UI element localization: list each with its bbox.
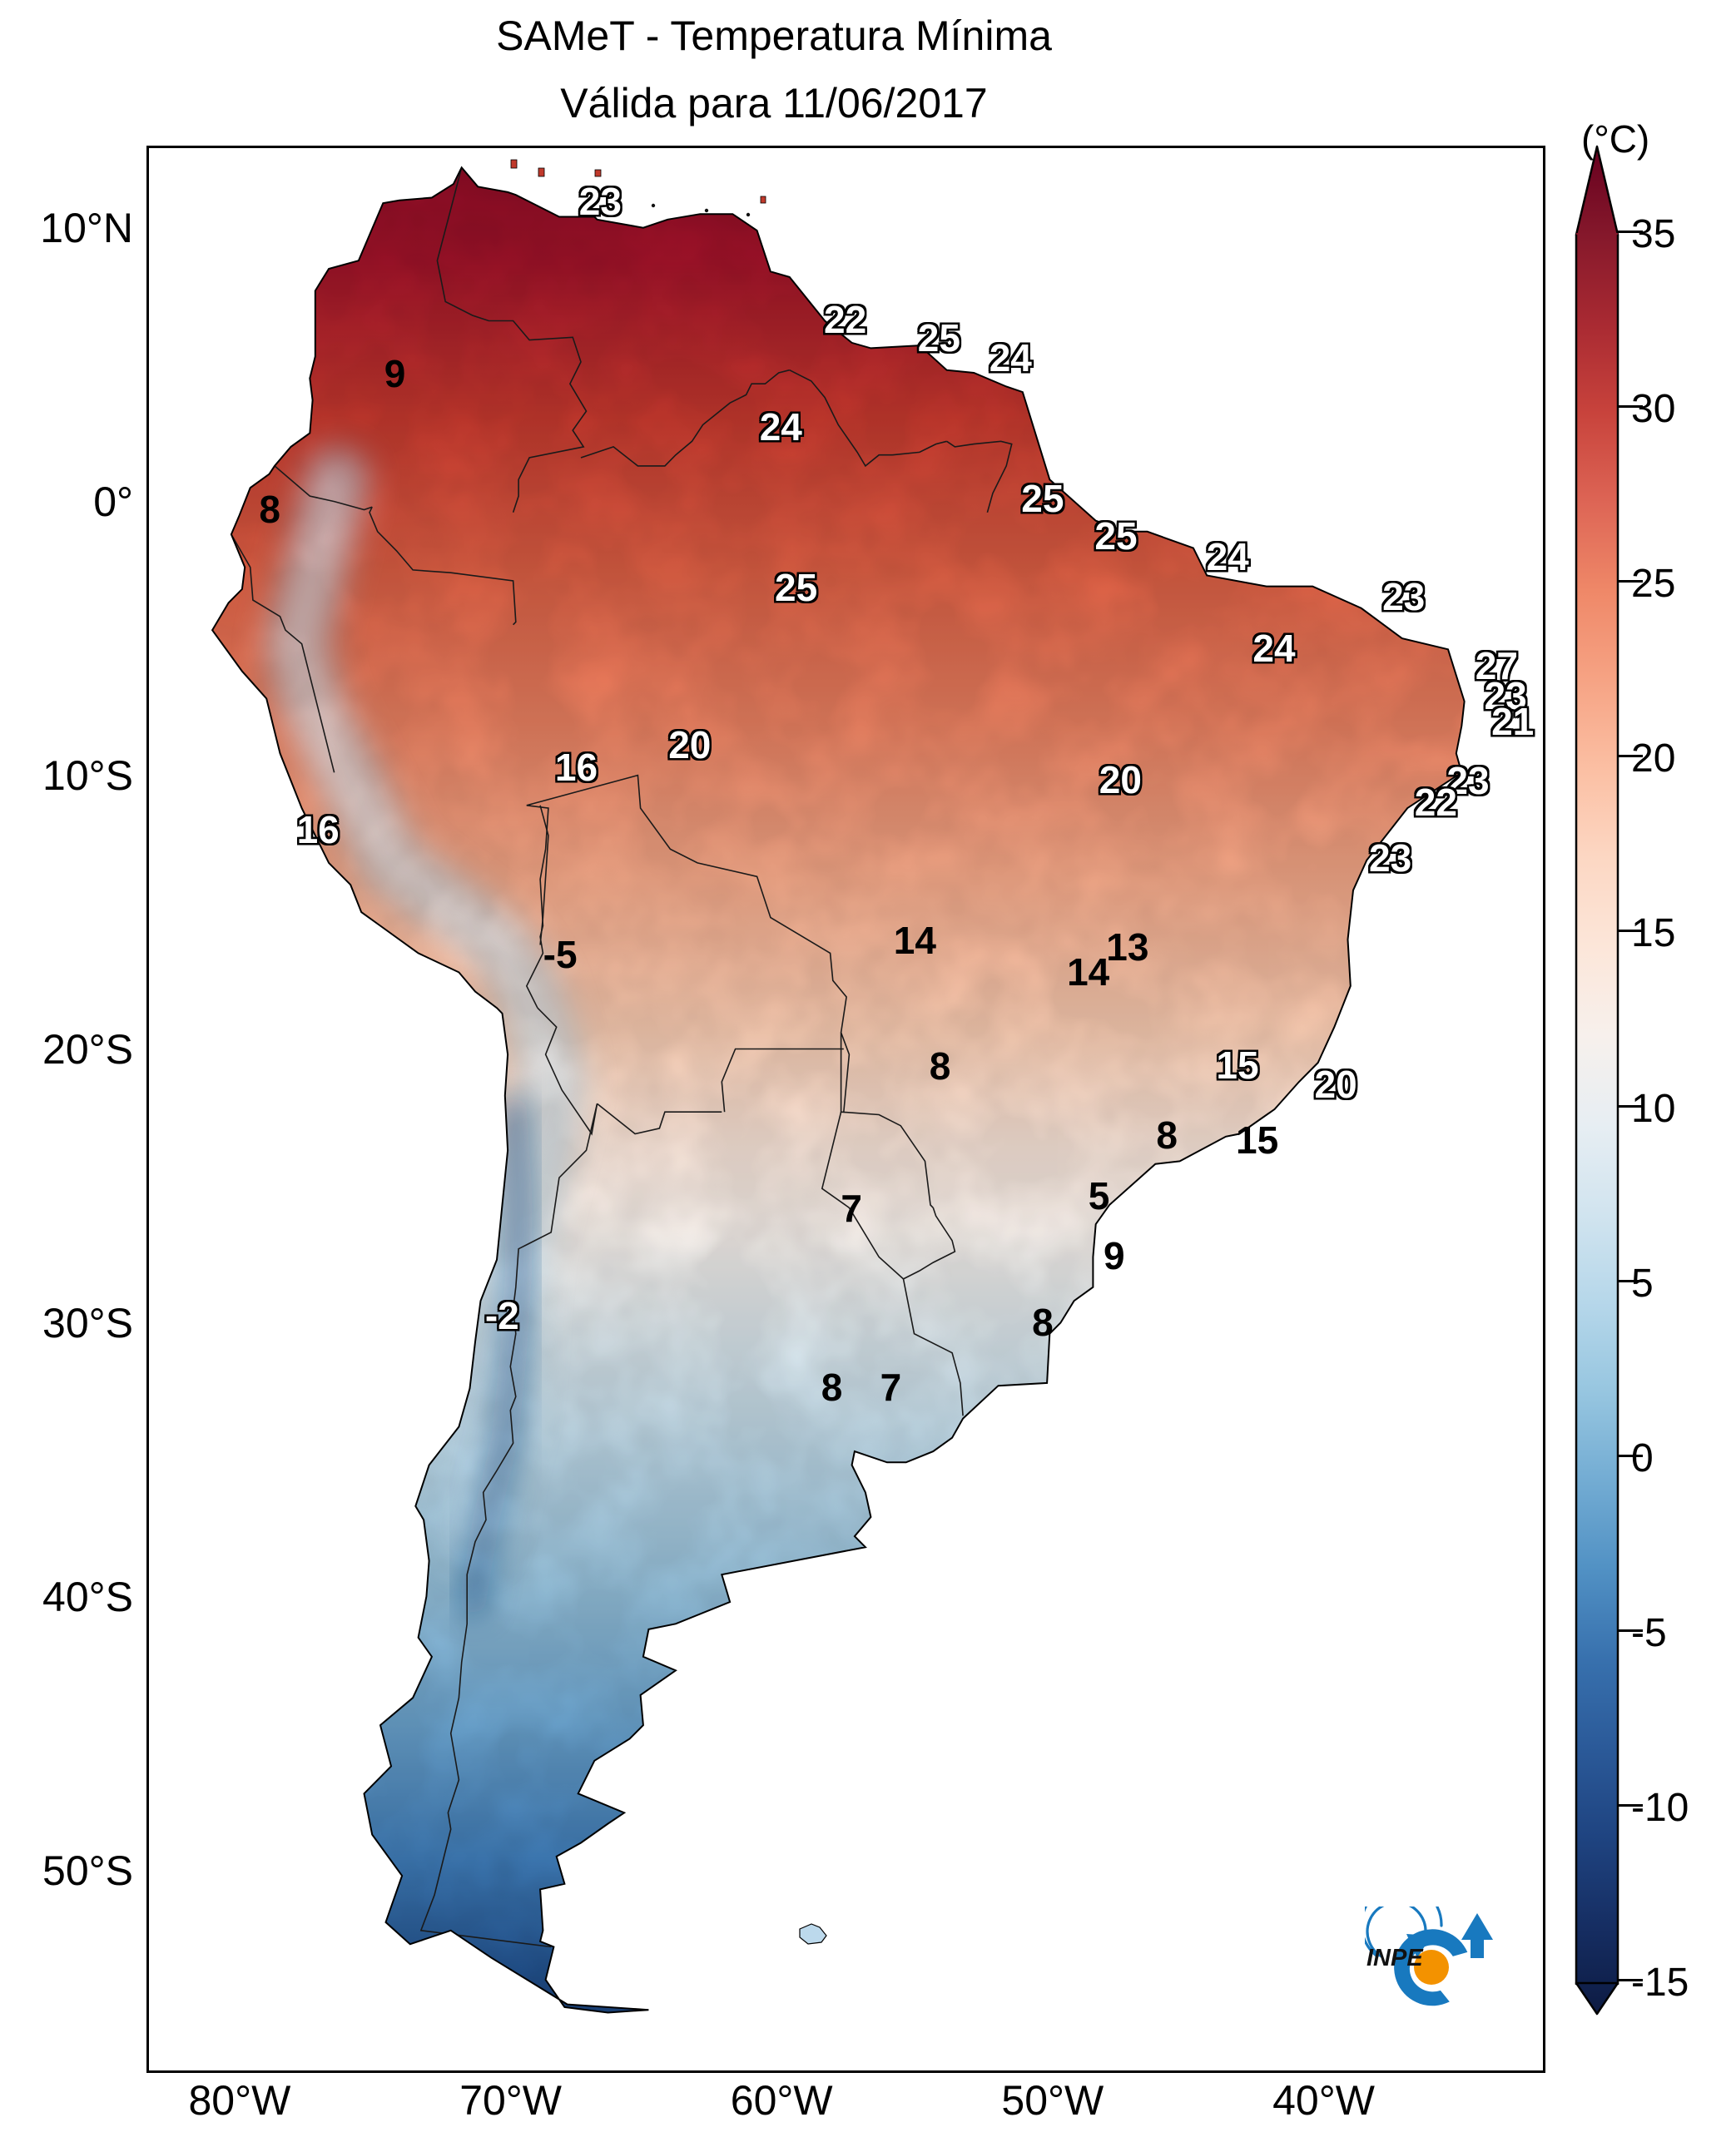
svg-text:INPE: INPE	[1366, 1945, 1424, 1971]
